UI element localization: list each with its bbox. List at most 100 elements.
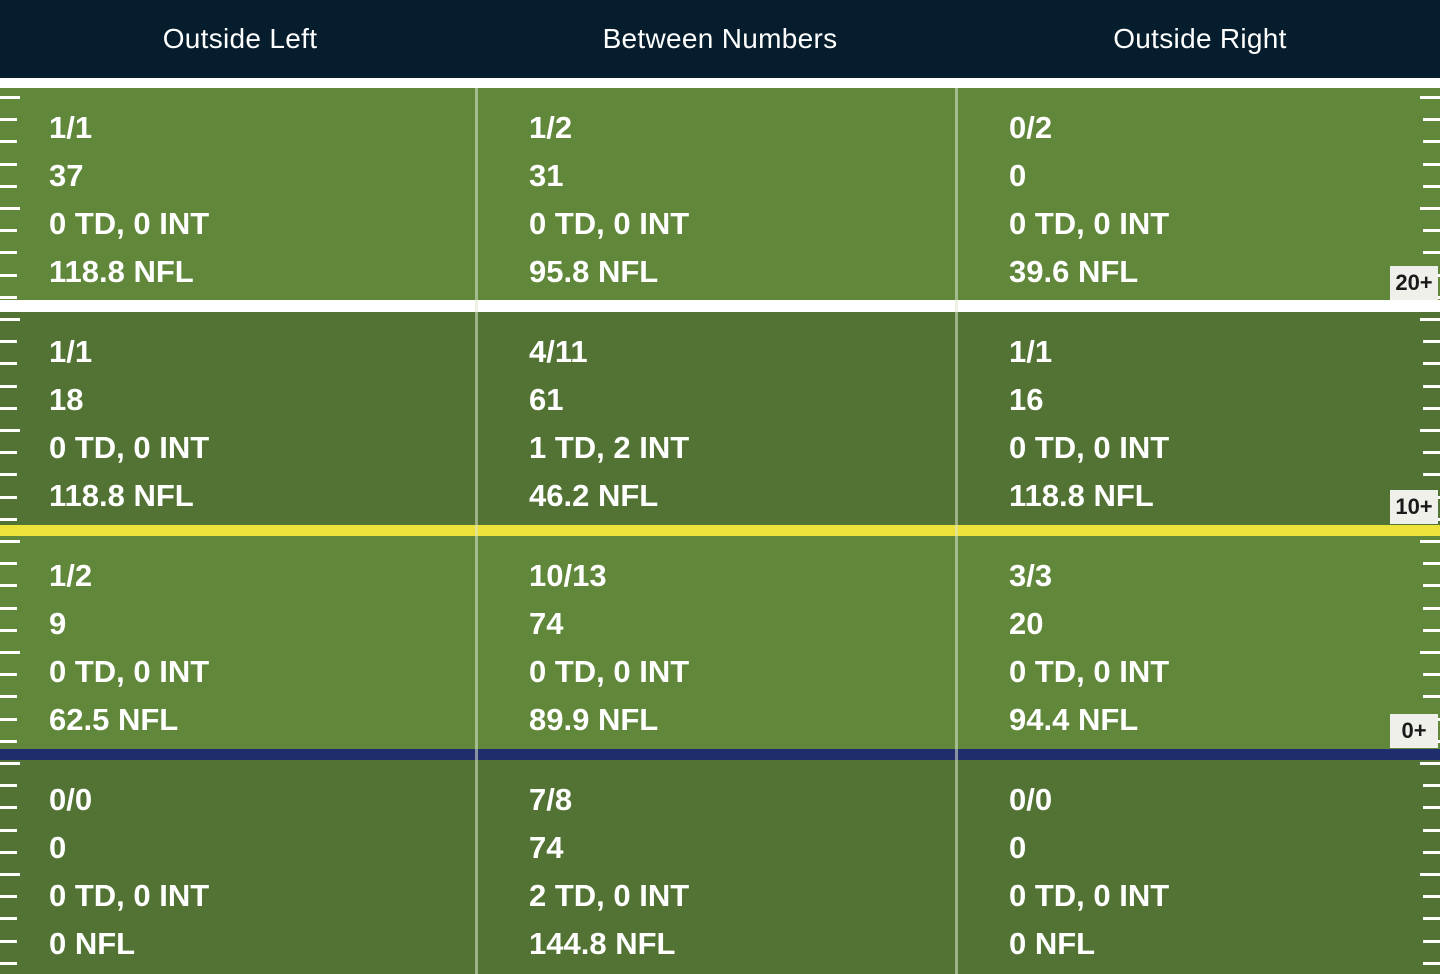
- passer-rating: 118.8 NFL: [49, 478, 194, 513]
- hash-mark: [1423, 850, 1440, 854]
- td-int: 0 TD, 0 INT: [49, 430, 210, 465]
- td-int: 1 TD, 2 INT: [529, 430, 690, 465]
- passer-rating: 94.4 NFL: [1009, 702, 1139, 737]
- hash-mark: [1423, 895, 1440, 899]
- zone-cell-10-between-numbers[interactable]: 4/11 61 1 TD, 2 INT 46.2 NFL: [529, 312, 969, 520]
- completions-attempts: 1/1: [49, 110, 93, 145]
- zone-cell-behind-between-numbers[interactable]: 7/8 74 2 TD, 0 INT 144.8 NFL: [529, 760, 969, 968]
- completions-attempts: 10/13: [529, 558, 607, 593]
- zone-cell-0-outside-right[interactable]: 3/3 20 0 TD, 0 INT 94.4 NFL: [1009, 536, 1440, 744]
- hash-mark: [1423, 917, 1440, 921]
- td-int: 2 TD, 0 INT: [529, 878, 690, 913]
- zone-20-plus: [0, 88, 1440, 300]
- zone-cell-0-between-numbers[interactable]: 10/13 74 0 TD, 0 INT 89.9 NFL: [529, 536, 969, 744]
- hash-mark: [0, 318, 20, 321]
- completions-attempts: 7/8: [529, 782, 573, 817]
- completions-attempts: 0/0: [1009, 782, 1053, 817]
- hash-mark: [1423, 340, 1440, 344]
- zone-cell-20-between-numbers[interactable]: 1/2 31 0 TD, 0 INT 95.8 NFL: [529, 88, 969, 296]
- hash-mark: [0, 162, 17, 166]
- passer-rating: 39.6 NFL: [1009, 254, 1139, 289]
- zone-cell-behind-outside-right[interactable]: 0/0 0 0 TD, 0 INT 0 NFL: [1009, 760, 1440, 968]
- hash-mark: [1423, 384, 1440, 388]
- completions-attempts: 1/1: [49, 334, 93, 369]
- right-numbers-line: [955, 88, 958, 974]
- hash-mark: [1420, 873, 1440, 876]
- zone-cell-10-outside-right[interactable]: 1/1 16 0 TD, 0 INT 118.8 NFL: [1009, 312, 1440, 520]
- hash-mark: [1423, 184, 1440, 188]
- header-divider: [0, 78, 1440, 88]
- hash-mark: [0, 295, 17, 299]
- hash-mark: [1420, 96, 1440, 99]
- passer-rating: 62.5 NFL: [49, 702, 179, 737]
- hash-mark: [0, 384, 17, 388]
- hash-mark: [0, 762, 20, 765]
- hash-mark: [0, 606, 17, 610]
- yard-marker-0: 0+: [1390, 714, 1438, 748]
- hash-mark: [1423, 784, 1440, 788]
- zone-0-plus: [0, 536, 1440, 749]
- hash-mark: [0, 495, 17, 499]
- hash-mark: [0, 429, 20, 432]
- hash-mark: [1420, 429, 1440, 432]
- zone-behind-line: [0, 760, 1440, 974]
- hash-mark: [0, 118, 17, 122]
- hash-mark: [0, 540, 20, 543]
- hash-mark: [1423, 939, 1440, 943]
- passer-rating: 0 NFL: [1009, 926, 1096, 961]
- zone-cell-behind-outside-left[interactable]: 0/0 0 0 TD, 0 INT 0 NFL: [49, 760, 489, 968]
- yards: 61: [529, 382, 564, 417]
- hash-mark: [1420, 207, 1440, 210]
- td-int: 0 TD, 0 INT: [49, 654, 210, 689]
- hash-mark: [0, 895, 17, 899]
- zone-cell-20-outside-left[interactable]: 1/1 37 0 TD, 0 INT 118.8 NFL: [49, 88, 489, 296]
- td-int: 0 TD, 0 INT: [1009, 206, 1170, 241]
- yards: 37: [49, 158, 84, 193]
- yard-marker-10: 10+: [1390, 490, 1438, 524]
- hash-mark: [1423, 140, 1440, 144]
- hash-mark: [0, 451, 17, 455]
- yards: 74: [529, 830, 564, 865]
- hash-mark: [1423, 229, 1440, 233]
- passer-rating: 118.8 NFL: [1009, 478, 1154, 513]
- yards: 9: [49, 606, 67, 641]
- hash-mark: [1423, 473, 1440, 477]
- left-hash-marks: [0, 88, 22, 974]
- hash-mark: [0, 695, 17, 699]
- completions-attempts: 3/3: [1009, 558, 1053, 593]
- hash-mark: [0, 939, 17, 943]
- td-int: 0 TD, 0 INT: [1009, 878, 1170, 913]
- hash-mark: [1423, 695, 1440, 699]
- passer-rating: 46.2 NFL: [529, 478, 659, 513]
- yards: 0: [49, 830, 67, 865]
- yards: 31: [529, 158, 564, 193]
- zone-cell-0-outside-left[interactable]: 1/2 9 0 TD, 0 INT 62.5 NFL: [49, 536, 489, 744]
- zone-cell-10-outside-left[interactable]: 1/1 18 0 TD, 0 INT 118.8 NFL: [49, 312, 489, 520]
- hash-mark: [1423, 562, 1440, 566]
- column-header-outside-right: Outside Right: [1113, 23, 1287, 54]
- hash-mark: [0, 739, 17, 743]
- completions-attempts: 0/0: [49, 782, 93, 817]
- hash-mark: [1423, 406, 1440, 410]
- hash-mark: [0, 273, 17, 277]
- hash-mark: [0, 873, 20, 876]
- passer-rating: 0 NFL: [49, 926, 136, 961]
- hash-mark: [0, 207, 20, 210]
- twenty-yard-line: [0, 300, 1440, 312]
- first-down-line: [0, 525, 1440, 536]
- yards: 0: [1009, 830, 1027, 865]
- line-of-scrimmage: [0, 749, 1440, 760]
- completions-attempts: 1/2: [49, 558, 93, 593]
- hash-mark: [0, 806, 17, 810]
- hash-mark: [0, 184, 17, 188]
- hash-mark: [1423, 828, 1440, 832]
- hash-mark: [1423, 628, 1440, 632]
- hash-mark: [1420, 762, 1440, 765]
- zone-cell-20-outside-right[interactable]: 0/2 0 0 TD, 0 INT 39.6 NFL: [1009, 88, 1440, 296]
- completions-attempts: 1/1: [1009, 334, 1053, 369]
- yards: 0: [1009, 158, 1027, 193]
- td-int: 0 TD, 0 INT: [1009, 654, 1170, 689]
- hash-mark: [1423, 584, 1440, 588]
- hash-mark: [1420, 540, 1440, 543]
